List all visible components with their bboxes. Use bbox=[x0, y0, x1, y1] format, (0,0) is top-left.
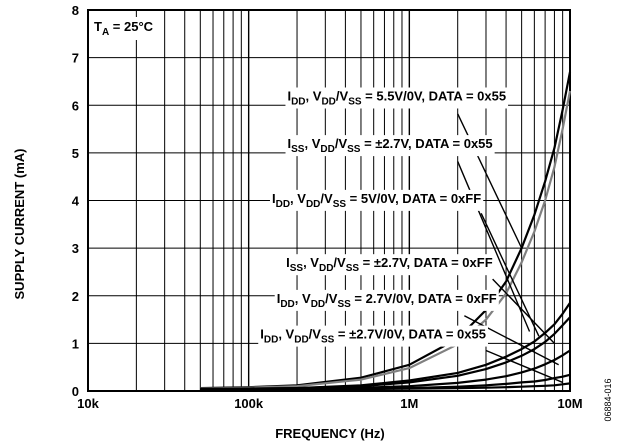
y-tick-label: 5 bbox=[72, 146, 79, 161]
annotation-label: ISS, VDD/VSS = ±2.7V, DATA = 0x55 bbox=[288, 136, 493, 155]
annotation-background bbox=[269, 189, 484, 211]
annotation-leader bbox=[457, 113, 523, 249]
y-tick-label: 8 bbox=[72, 3, 79, 18]
condition-text: TA = 25°C bbox=[94, 19, 154, 38]
x-tick-label: 10k bbox=[77, 396, 99, 411]
annotation-leader bbox=[485, 349, 563, 384]
annotation-label: IDD, VDD/VSS = 2.7V/0V, DATA = 0xFF bbox=[277, 291, 497, 310]
y-tick-labels: 0 1 2 3 4 5 6 7 8 bbox=[72, 3, 80, 399]
annotation-background bbox=[274, 289, 499, 311]
annotation-background bbox=[285, 135, 495, 157]
y-tick-label: 2 bbox=[72, 289, 79, 304]
y-axis-title: SUPPLY CURRENT (mA) bbox=[12, 149, 27, 300]
y-tick-label: 7 bbox=[72, 51, 79, 66]
condition-label: TA = 25°C bbox=[91, 17, 157, 40]
x-tick-label: 10M bbox=[557, 396, 582, 411]
annotation-background bbox=[284, 254, 495, 276]
annotation-leader bbox=[492, 278, 555, 344]
annotation-leader bbox=[480, 213, 540, 337]
annotation-leaders bbox=[457, 113, 563, 384]
figure-id: 06884-016 bbox=[603, 378, 613, 421]
y-tick-label: 6 bbox=[72, 98, 79, 113]
annotation-label: IDD, VDD/VSS = ±2.7V/0V, DATA = 0x55 bbox=[260, 327, 486, 346]
x-tick-label: 1M bbox=[400, 396, 418, 411]
x-tick-labels: 10k 100k 1M 10M bbox=[77, 396, 583, 411]
y-tick-label: 1 bbox=[72, 336, 79, 351]
y-tick-label: 3 bbox=[72, 241, 79, 256]
annotation-label: IDD, VDD/VSS = 5V/0V, DATA = 0xFF bbox=[272, 191, 481, 210]
annotation-leader bbox=[457, 161, 531, 332]
annotations: IDD, VDD/VSS = 5.5V/0V, DATA = 0x55 ISS, … bbox=[258, 87, 509, 347]
x-axis-title: FREQUENCY (Hz) bbox=[275, 426, 385, 441]
annotation-background bbox=[285, 87, 509, 109]
annotation-label: ISS, VDD/VSS = ±2.7V, DATA = 0xFF bbox=[286, 255, 493, 274]
plot-border bbox=[87, 9, 571, 392]
annotation-leader bbox=[464, 315, 559, 366]
annotation-label: IDD, VDD/VSS = 5.5V/0V, DATA = 0x55 bbox=[287, 88, 506, 107]
series-line bbox=[200, 382, 571, 392]
y-tick-label: 4 bbox=[72, 194, 80, 209]
y-tick-label: 0 bbox=[72, 384, 79, 399]
x-tick-label: 100k bbox=[234, 396, 264, 411]
plot-frame bbox=[87, 9, 571, 392]
condition-background bbox=[91, 17, 157, 40]
annotation-background bbox=[258, 325, 488, 347]
